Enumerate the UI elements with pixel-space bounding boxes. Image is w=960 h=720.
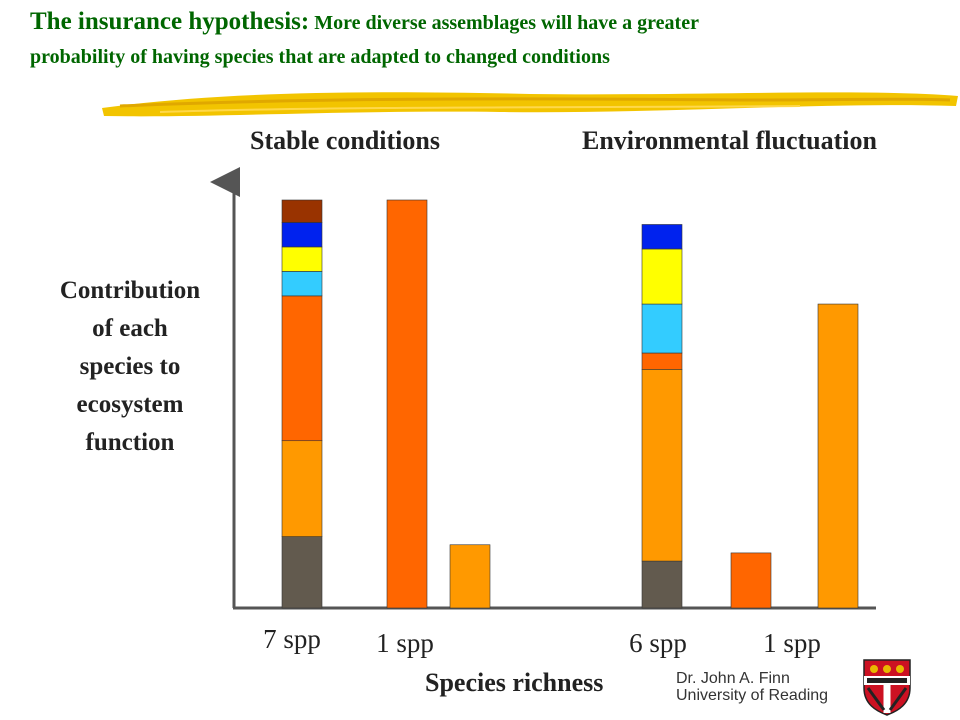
bar-segment [281, 440, 323, 537]
bar-segment [449, 544, 491, 609]
y-axis-label-line: species to [79, 353, 181, 380]
y-axis-label: Contribution of each species to ecosyste… [20, 272, 240, 462]
category-label: 6 spp [629, 628, 687, 658]
bar-segment [730, 552, 772, 609]
bar-segment [281, 536, 323, 609]
title-lead: The insurance hypothesis: [30, 8, 310, 35]
bar-segment [281, 222, 323, 248]
x-axis-label: Species richness [425, 668, 604, 697]
bar-segment [641, 224, 683, 250]
bar-segment [281, 199, 323, 223]
bar-segment [817, 303, 859, 609]
title-line-2: probability of having species that are a… [30, 46, 610, 68]
bar-segment [641, 560, 683, 609]
bar-segment [641, 248, 683, 305]
y-axis-label-line: of each [92, 315, 168, 342]
university-crest-logo [863, 659, 911, 716]
bar-segment [641, 352, 683, 370]
author-institution: University of Reading [676, 687, 829, 704]
bar-segment [281, 246, 323, 272]
category-label: 7 spp [263, 624, 321, 654]
author-name: Dr. John A. Finn [676, 670, 790, 687]
y-axis-label-line: function [85, 429, 175, 456]
category-label: 1 spp [763, 628, 821, 658]
slide-title: The insurance hypothesis: More diverse a… [30, 8, 950, 36]
heading-environmental-fluctuation: Environmental fluctuation [582, 126, 877, 155]
bar-segment [281, 295, 323, 442]
category-label: 1 spp [376, 628, 434, 658]
author-credit: Dr. John A. Finn University of Reading [676, 670, 828, 704]
bar-segment [281, 271, 323, 297]
bar-segment [641, 303, 683, 354]
title-rest: More diverse assemblages will have a gre… [309, 12, 699, 34]
y-axis-label-line: ecosystem [76, 391, 184, 418]
bar-segment [641, 369, 683, 562]
brush-stroke-divider [102, 92, 958, 117]
heading-stable-conditions: Stable conditions [250, 126, 440, 155]
bar-segment [386, 199, 428, 609]
y-axis-label-line: Contribution [59, 277, 201, 304]
